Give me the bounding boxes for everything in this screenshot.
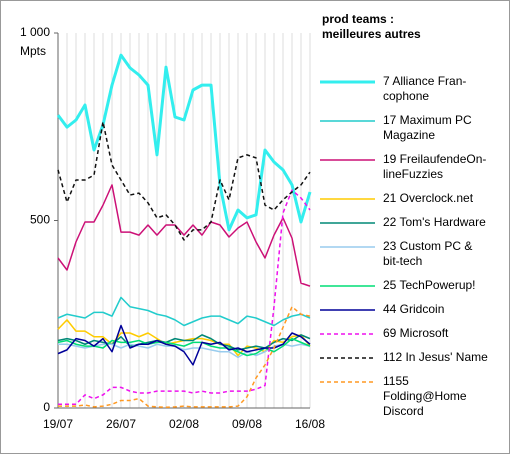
legend-label: 23 Custom PC & bit-tech [383,239,472,268]
series-line [57,121,311,241]
legend-label: 25 TechPowerup! [383,278,476,292]
legend-label: 19 FreilaufendeOn-lineFuzzies [383,152,486,181]
series-line [57,184,311,287]
x-tick-label: 02/08 [169,417,199,431]
x-tick-label: 09/08 [232,417,262,431]
x-tick-label: 26/07 [106,417,136,431]
legend-label: 44 Gridcoin [383,302,444,316]
series-line [57,296,311,327]
x-tick-label: 16/08 [295,417,325,431]
legend-label: 112 In Jesus' Name [383,350,488,364]
y-tick-label: 0 [43,400,50,414]
series-line [57,324,311,366]
legend-label: 17 Maximum PC Magazine [383,113,472,142]
legend-label: 7 Alliance Fran-cophone [383,74,466,103]
series-line [56,53,312,232]
series-line [58,306,311,408]
y-tick-label: 1 000 [20,25,50,39]
legend-title: prod teams : meilleures autres [322,12,421,41]
y-tick-label: 500 [30,213,50,227]
legend-label: 22 Tom's Hardware [383,215,486,229]
y-axis-label: Mpts [20,44,46,58]
series-line [58,189,311,405]
legend-label: 21 Overclock.net [383,191,474,205]
legend-label: 1155 Folding@Home Discord [383,374,467,418]
x-tick-label: 19/07 [43,417,73,431]
legend-label: 69 Microsoft [383,326,449,340]
series-line [57,337,311,357]
